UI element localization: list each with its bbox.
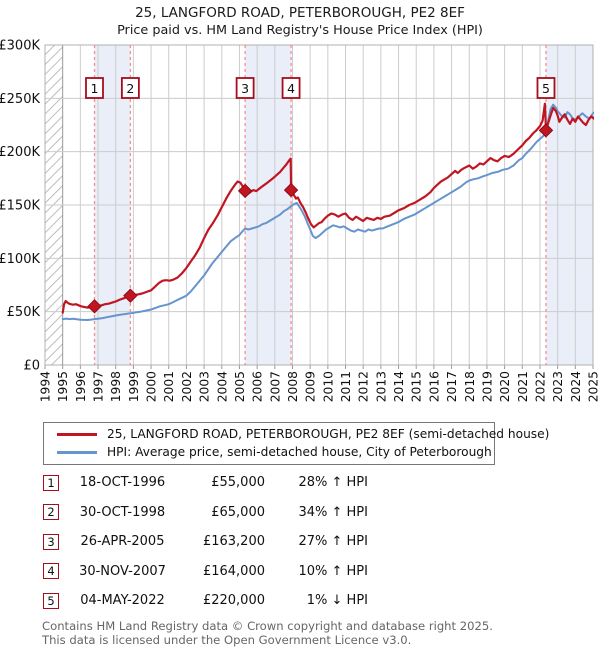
- plot-border: [44, 44, 594, 366]
- table-row: 1 18-OCT-1996 £55,000 28% ↑ HPI: [43, 474, 368, 491]
- x-axis-label: 2006: [251, 371, 265, 402]
- legend-item: HPI: Average price, semi-detached house,…: [44, 443, 494, 461]
- x-axis-label: 2012: [357, 371, 371, 402]
- y-axis-label: £300K: [0, 39, 40, 54]
- x-axis-label: 2015: [410, 371, 424, 402]
- sale-number-badge: 1: [43, 474, 59, 491]
- sale-number-badge: 2: [43, 504, 59, 520]
- table-row: 5 04-MAY-2022 £220,000 1% ↓ HPI: [43, 592, 368, 609]
- y-axis-label: £0: [23, 359, 40, 374]
- sale-marker: [538, 123, 554, 138]
- footer-line-1: Contains HM Land Registry data © Crown c…: [42, 619, 493, 633]
- page-title: 25, LANGFORD ROAD, PETERBOROUGH, PE2 8EF: [135, 5, 465, 21]
- sale-vs-hpi: 27% ↑ HPI: [298, 534, 368, 549]
- sale-marker: [237, 183, 253, 199]
- x-axis-label: 2009: [304, 371, 318, 402]
- x-axis-label: 2014: [392, 371, 406, 402]
- sale-number-badge: 3: [43, 533, 59, 550]
- x-axis-label: 1997: [92, 371, 106, 402]
- x-axis-label: 2003: [198, 371, 212, 402]
- sale-vs-hpi: 34% ↑ HPI: [298, 504, 368, 520]
- x-axis-label: 2010: [321, 371, 335, 402]
- sale-price: £55,000: [211, 475, 265, 490]
- sale-number-box: [235, 77, 255, 99]
- hpi-line-series: [61, 103, 594, 321]
- x-axis-label: 2011: [339, 371, 353, 402]
- y-axis-label: £150K: [0, 199, 40, 214]
- sale-date: 18-OCT-1996: [79, 475, 166, 490]
- price-history-chart: 1 2 3 4 5 £0 £50K £100K £150K £200K £250K £300K 1994…: [0, 39, 600, 403]
- y-axis-label: £100K: [0, 252, 40, 267]
- sale-number-badge: 4: [43, 563, 59, 579]
- sale-date: 30-OCT-1998: [79, 504, 166, 520]
- footer-line-2: This data is licensed under the Open Gov…: [42, 632, 412, 647]
- x-axis-label: 2023: [551, 371, 565, 402]
- x-axis-label: 2019: [480, 371, 494, 402]
- sale-marker: [283, 182, 299, 198]
- legend-item-label: 25, LANGFORD ROAD, PETERBOROUGH, PE2 8EF…: [107, 427, 550, 441]
- legend-line-swatch: [57, 432, 97, 436]
- x-axis-label: 2021: [516, 371, 530, 402]
- chart-legend: 25, LANGFORD ROAD, PETERBOROUGH, PE2 8EF…: [43, 422, 549, 465]
- x-axis-label: 1995: [56, 371, 70, 402]
- x-axis-label: 2002: [180, 371, 194, 402]
- x-axis-label: 1998: [109, 371, 123, 402]
- y-axis-label: £200K: [0, 145, 40, 160]
- x-axis-label: 2020: [498, 371, 512, 402]
- x-axis-label: 1996: [74, 371, 88, 402]
- x-axis-label: 2022: [533, 371, 547, 402]
- sale-marker: [87, 299, 102, 314]
- sale-number-box-label: 1: [91, 81, 99, 96]
- x-axis-label: 2007: [268, 371, 282, 402]
- x-axis-label: 2005: [233, 371, 247, 402]
- sales-table: 1 18-OCT-1996 £55,000 28% ↑ HPI 2 30-OCT…: [43, 474, 368, 609]
- sale-number-box: [85, 77, 104, 99]
- sale-marker: [123, 288, 138, 303]
- sale-price: £164,000: [202, 563, 265, 579]
- x-axis-label: 1999: [127, 371, 141, 402]
- sale-number-box: [281, 77, 301, 99]
- x-axis-label: 2004: [215, 371, 229, 402]
- y-axis-label: £50K: [7, 305, 41, 320]
- sale-number-box: [120, 77, 140, 99]
- sale-date: 04-MAY-2022: [80, 593, 165, 608]
- x-axis-label: 1994: [39, 371, 53, 402]
- x-axis-label: 2000: [145, 371, 159, 402]
- sale-date: 30-NOV-2007: [79, 563, 166, 579]
- sale-price: £65,000: [211, 504, 265, 520]
- x-axis-label: 2025: [587, 371, 600, 402]
- x-axis-label: 2016: [427, 371, 441, 402]
- sale-number-box-label: 2: [126, 81, 134, 96]
- sale-number-box-label: 4: [287, 81, 295, 96]
- table-row: 3 26-APR-2005 £163,200 27% ↑ HPI: [43, 533, 368, 550]
- x-axis-label: 2008: [286, 371, 300, 402]
- sale-price: £220,000: [202, 593, 265, 608]
- x-axis-label: 2001: [162, 371, 176, 402]
- sale-number-box-label: 5: [542, 81, 550, 96]
- sale-number-box: [536, 77, 556, 99]
- legend-item: 25, LANGFORD ROAD, PETERBOROUGH, PE2 8EF…: [44, 425, 549, 443]
- table-row: 4 30-NOV-2007 £164,000 10% ↑ HPI: [43, 563, 368, 580]
- x-axis-label: 2017: [445, 371, 459, 402]
- sale-number-box-label: 3: [241, 81, 249, 96]
- sale-number-badge: 5: [43, 592, 59, 609]
- legend-line-swatch: [57, 450, 97, 454]
- price-line-series: [61, 102, 594, 314]
- page-subtitle: Price paid vs. HM Land Registry's House …: [117, 23, 483, 38]
- x-axis-label: 2024: [569, 371, 583, 402]
- sale-price: £163,200: [202, 534, 265, 549]
- y-axis-label: £250K: [0, 92, 40, 107]
- x-axis-label: 2018: [463, 371, 477, 402]
- license-footer: Contains HM Land Registry data © Crown c…: [42, 619, 493, 647]
- legend-item-label: HPI: Average price, semi-detached house,…: [107, 445, 492, 459]
- sale-vs-hpi: 10% ↑ HPI: [298, 563, 368, 579]
- sale-vs-hpi: 1% ↓ HPI: [306, 593, 368, 608]
- x-axis-label: 2013: [374, 371, 388, 402]
- sale-vs-hpi: 28% ↑ HPI: [298, 475, 368, 490]
- sale-date: 26-APR-2005: [80, 534, 165, 549]
- table-row: 2 30-OCT-1998 £65,000 34% ↑ HPI: [43, 504, 368, 521]
